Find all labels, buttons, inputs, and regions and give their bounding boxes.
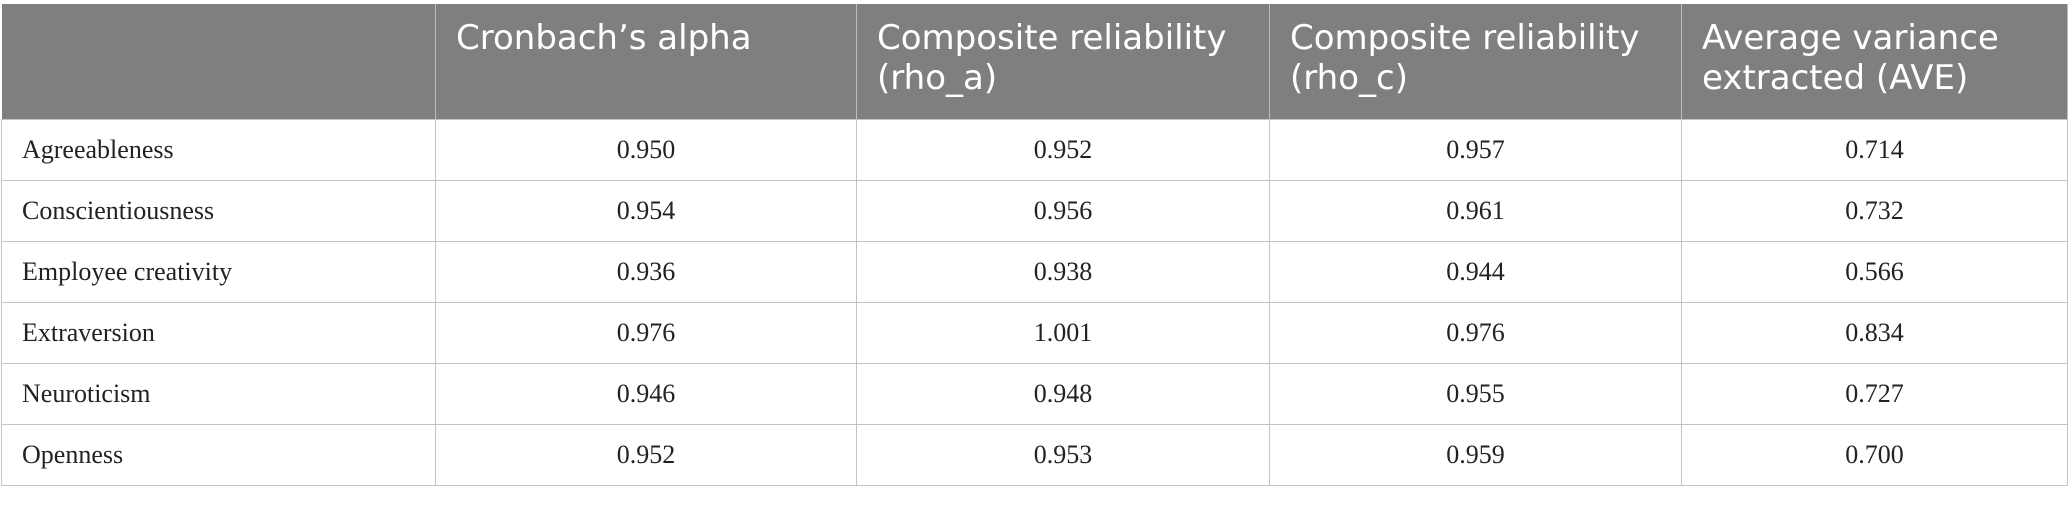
- value-cell: 0.936: [435, 241, 857, 303]
- value-cell: 0.714: [1681, 119, 2068, 181]
- value-cell: 0.961: [1269, 180, 1682, 242]
- table-row: Neuroticism 0.946 0.948 0.955 0.727: [1, 363, 2068, 425]
- table-row: Extraversion 0.976 1.001 0.976 0.834: [1, 302, 2068, 364]
- value-cell: 0.957: [1269, 119, 1682, 181]
- value-cell: 0.976: [1269, 302, 1682, 364]
- header-cell: Composite reliability (rho_a): [856, 4, 1270, 120]
- table-row: Employee creativity 0.936 0.938 0.944 0.566: [1, 241, 2068, 303]
- value-cell: 0.954: [435, 180, 857, 242]
- value-cell: 0.566: [1681, 241, 2068, 303]
- value-cell: 0.834: [1681, 302, 2068, 364]
- table-row: Conscientiousness 0.954 0.956 0.961 0.732: [1, 180, 2068, 242]
- value-cell: 0.952: [435, 424, 857, 486]
- table-row: Agreeableness 0.950 0.952 0.957 0.714: [1, 119, 2068, 181]
- reliability-table: Cronbach’s alpha Composite reliability (r…: [1, 4, 2068, 486]
- value-cell: 0.732: [1681, 180, 2068, 242]
- row-label: Openness: [1, 424, 436, 486]
- header-row: Cronbach’s alpha Composite reliability (r…: [1, 4, 2068, 120]
- value-cell: 0.700: [1681, 424, 2068, 486]
- header-cell: [1, 4, 436, 120]
- value-cell: 0.727: [1681, 363, 2068, 425]
- page: {"table": { "header": ["Cronbach\u2019s …: [0, 4, 2068, 505]
- value-cell: 0.938: [856, 241, 1270, 303]
- value-cell: 0.950: [435, 119, 857, 181]
- header-cell: Composite reliability (rho_c): [1269, 4, 1682, 120]
- value-cell: 0.976: [435, 302, 857, 364]
- value-cell: 0.959: [1269, 424, 1682, 486]
- value-cell: 0.948: [856, 363, 1270, 425]
- value-cell: 1.001: [856, 302, 1270, 364]
- table-row: Openness 0.952 0.953 0.959 0.700: [1, 424, 2068, 486]
- header-cell: Average variance extracted (AVE): [1681, 4, 2068, 120]
- row-label: Agreeableness: [1, 119, 436, 181]
- value-cell: 0.953: [856, 424, 1270, 486]
- row-label: Extraversion: [1, 302, 436, 364]
- row-label: Employee creativity: [1, 241, 436, 303]
- table-body: Agreeableness 0.950 0.952 0.957 0.714 Conscie…: [1, 119, 2068, 486]
- row-label: Neuroticism: [1, 363, 436, 425]
- value-cell: 0.956: [856, 180, 1270, 242]
- value-cell: 0.944: [1269, 241, 1682, 303]
- value-cell: 0.955: [1269, 363, 1682, 425]
- value-cell: 0.952: [856, 119, 1270, 181]
- header-cell: Cronbach’s alpha: [435, 4, 857, 120]
- value-cell: 0.946: [435, 363, 857, 425]
- row-label: Conscientiousness: [1, 180, 436, 242]
